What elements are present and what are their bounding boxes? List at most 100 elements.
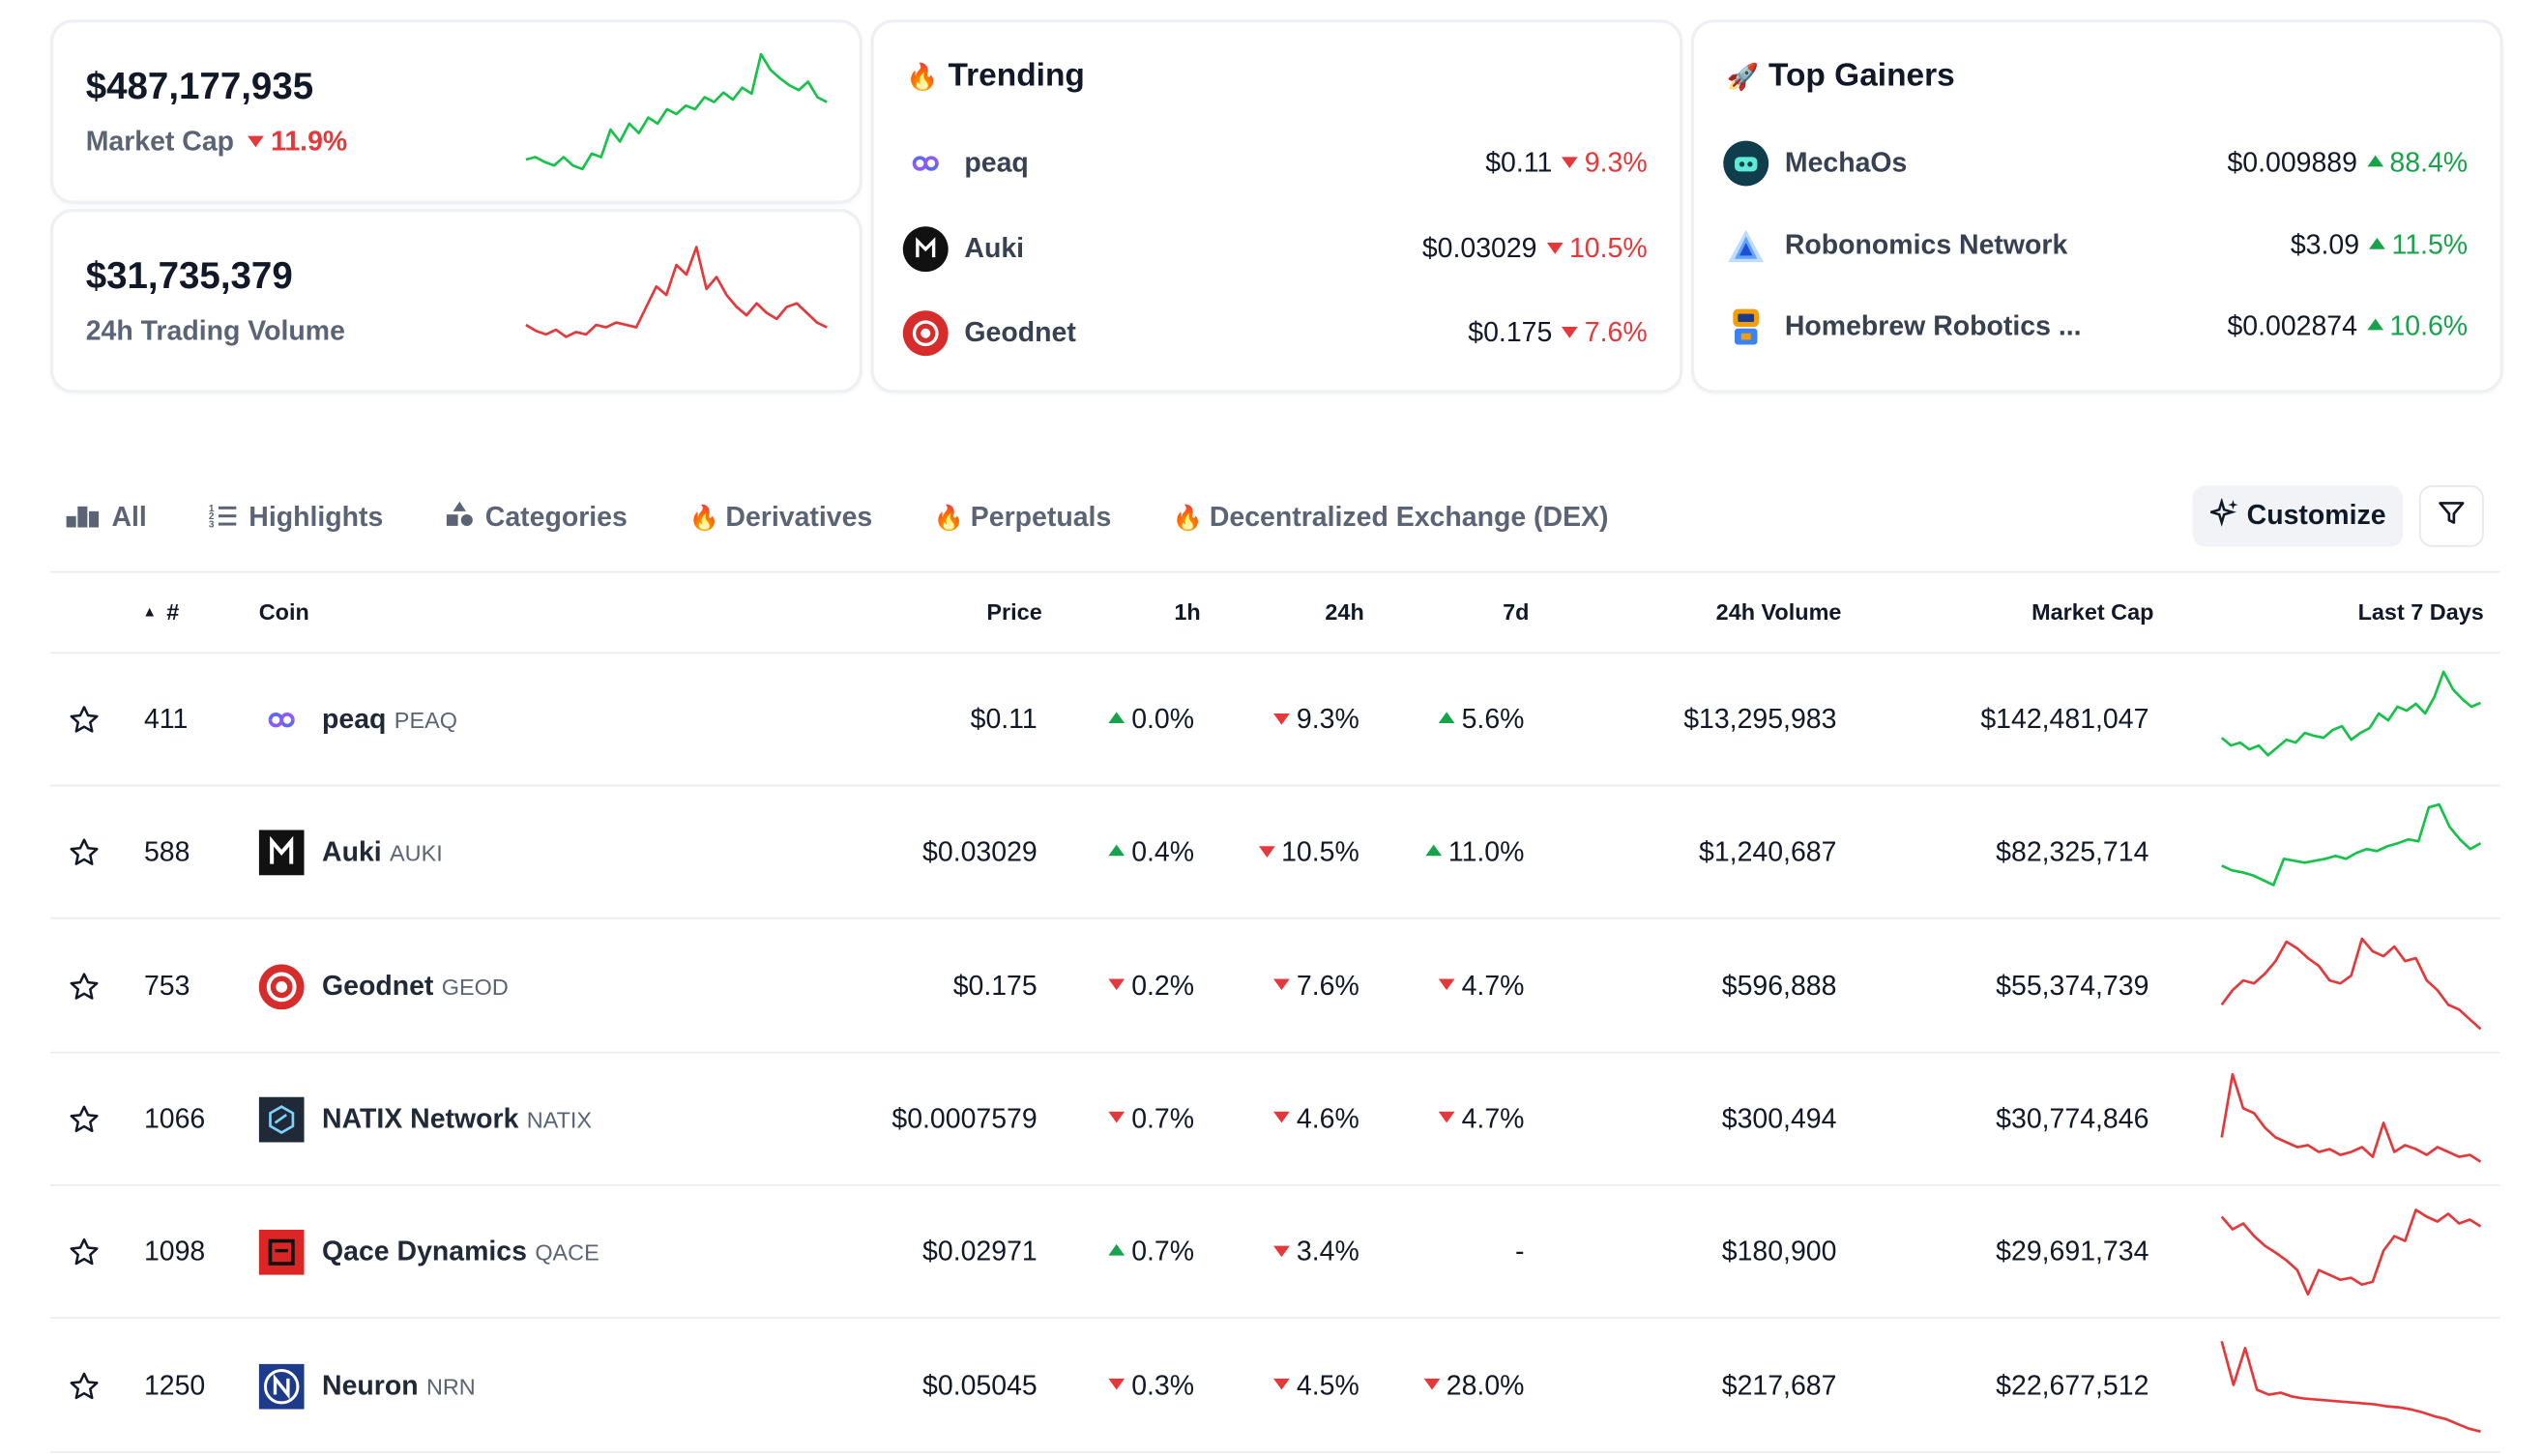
sparkline-path bbox=[525, 52, 828, 171]
favorite-star-icon[interactable] bbox=[68, 1186, 100, 1319]
rank: 411 bbox=[143, 703, 189, 735]
header-1h[interactable]: 1h bbox=[1174, 598, 1201, 625]
sort-asc-icon: ▲ bbox=[142, 603, 158, 620]
coin-cell[interactable]: Qace Dynamics QACE bbox=[258, 1186, 599, 1319]
down-arrow-icon bbox=[1546, 243, 1564, 254]
favorite-star-icon[interactable] bbox=[68, 787, 100, 919]
change-7d: - bbox=[1514, 1236, 1525, 1267]
sparkline-path bbox=[2220, 1072, 2482, 1163]
header-7d[interactable]: 7d bbox=[1503, 598, 1530, 625]
tab-all[interactable]: All bbox=[65, 502, 147, 534]
change-24h: 10.5% bbox=[1258, 787, 1359, 919]
down-arrow-icon bbox=[1423, 1378, 1441, 1390]
coin-name: Geodnet bbox=[322, 970, 434, 1002]
rank: 1066 bbox=[143, 1103, 206, 1134]
trending-title: 🔥 Trending bbox=[906, 58, 1085, 95]
header-rank[interactable]: ▲ # bbox=[142, 598, 180, 625]
filter-button[interactable] bbox=[2418, 485, 2484, 547]
favorite-star-icon[interactable] bbox=[68, 1320, 100, 1452]
table-row[interactable]: 411 peaq PEAQ $0.11 0.0% 9.3% 5.6% $13,295,983 $… bbox=[49, 654, 2500, 787]
top-gainers-title: 🚀 Top Gainers bbox=[1726, 58, 1955, 95]
volume-value: $31,735,379 bbox=[85, 253, 293, 297]
sparkline-7d bbox=[2220, 1072, 2482, 1163]
tab-categories[interactable]: Categories bbox=[445, 501, 628, 534]
gainer-item-change: 88.4% bbox=[2366, 147, 2468, 179]
favorite-star-icon[interactable] bbox=[68, 1053, 100, 1185]
gainer-item[interactable]: MechaOs $0.009889 88.4% bbox=[1723, 136, 2468, 191]
down-arrow-icon bbox=[1273, 713, 1291, 724]
volume-card[interactable]: $31,735,379 24h Trading Volume bbox=[49, 208, 862, 393]
header-price[interactable]: Price bbox=[986, 598, 1042, 625]
change-1h: 0.3% bbox=[1108, 1320, 1194, 1452]
tab-derivatives[interactable]: 🔥 Derivatives bbox=[688, 501, 873, 533]
coin-symbol: GEOD bbox=[441, 973, 509, 1000]
sparkline-path bbox=[2220, 1340, 2481, 1433]
up-arrow-icon bbox=[1108, 711, 1125, 723]
trending-item-price: $0.11 bbox=[1485, 147, 1553, 179]
market-cap: $22,677,512 bbox=[1996, 1369, 2149, 1401]
change-24h: 7.6% bbox=[1273, 920, 1359, 1053]
coin-cell[interactable]: Neuron NRN bbox=[258, 1320, 476, 1452]
up-arrow-icon bbox=[2369, 238, 2385, 249]
favorite-star-icon[interactable] bbox=[68, 654, 100, 786]
sparkline-path bbox=[2220, 936, 2482, 1030]
fire-icon: 🔥 bbox=[1172, 505, 1204, 533]
price: $0.03029 bbox=[922, 836, 1038, 868]
market-cap: $55,374,739 bbox=[1996, 970, 2149, 1002]
table-row[interactable]: 588 Auki AUKI $0.03029 0.4% 10.5% 11.0% $1,240,… bbox=[49, 787, 2500, 920]
down-arrow-icon bbox=[1108, 1378, 1125, 1390]
market-cap: $29,691,734 bbox=[1996, 1236, 2149, 1267]
header-24h[interactable]: 24h bbox=[1325, 598, 1364, 625]
trending-item-change: 7.6% bbox=[1562, 317, 1648, 349]
gainer-item-price: $0.002874 bbox=[2227, 310, 2357, 342]
sparkline-path bbox=[525, 246, 828, 338]
favorite-star-icon[interactable] bbox=[68, 920, 100, 1053]
down-arrow-icon bbox=[1273, 978, 1291, 991]
trending-item[interactable]: peaq $0.11 9.3% bbox=[903, 136, 1648, 191]
gainer-item[interactable]: Homebrew Robotics ... $0.002874 10.6% bbox=[1723, 300, 2468, 355]
gainer-item-name: MechaOs bbox=[1784, 147, 1908, 179]
header-market-cap[interactable]: Market Cap bbox=[2031, 598, 2154, 625]
shapes-icon bbox=[445, 501, 474, 534]
change-7d: 11.0% bbox=[1425, 787, 1524, 919]
table-row[interactable]: 1098 Qace Dynamics QACE $0.02971 0.7% 3.4% - $1… bbox=[49, 1186, 2500, 1320]
trending-item[interactable]: Geodnet $0.175 7.6% bbox=[902, 306, 1648, 361]
header-volume[interactable]: 24h Volume bbox=[1715, 598, 1842, 625]
tab-perpetuals[interactable]: 🔥 Perpetuals bbox=[933, 501, 1112, 533]
filter-icon bbox=[2437, 498, 2466, 535]
coin-cell[interactable]: Geodnet GEOD bbox=[258, 920, 509, 1053]
market-cap: $30,774,846 bbox=[1996, 1103, 2149, 1134]
table-row[interactable]: 1066 NATIX Network NATIX $0.0007579 0.7% 4.6%… bbox=[49, 1053, 2500, 1186]
gainer-item-price: $3.09 bbox=[2290, 229, 2360, 261]
down-arrow-icon bbox=[1108, 1112, 1125, 1124]
down-arrow-icon bbox=[1562, 157, 1579, 169]
gainer-item[interactable]: Robonomics Network $3.09 11.5% bbox=[1723, 218, 2468, 274]
market-cap-card[interactable]: $487,177,935 Market Cap 11.9% bbox=[49, 19, 862, 204]
coin-cell[interactable]: NATIX Network NATIX bbox=[258, 1053, 593, 1185]
auki-logo-icon bbox=[902, 226, 949, 273]
price: $0.02971 bbox=[922, 1236, 1038, 1267]
change-7d: 5.6% bbox=[1439, 654, 1524, 786]
divider bbox=[49, 1317, 2500, 1320]
coin-cell[interactable]: peaq PEAQ bbox=[259, 654, 457, 786]
coin-cell[interactable]: Auki AUKI bbox=[258, 787, 443, 919]
header-coin[interactable]: Coin bbox=[258, 598, 309, 625]
tab-dex[interactable]: 🔥 Decentralized Exchange (DEX) bbox=[1172, 501, 1609, 533]
price: $0.11 bbox=[970, 703, 1038, 735]
coin-symbol: NATIX bbox=[526, 1106, 593, 1133]
volume-24h: $180,900 bbox=[1721, 1236, 1837, 1267]
coin-name: Auki bbox=[322, 836, 382, 868]
neuron-logo-icon bbox=[258, 1362, 305, 1409]
trending-item[interactable]: Auki $0.03029 10.5% bbox=[902, 221, 1648, 277]
table-row[interactable]: 753 Geodnet GEOD $0.175 0.2% 7.6% 4.7% $596,888… bbox=[49, 920, 2500, 1053]
market-cap-change: 11.9% bbox=[248, 127, 347, 157]
sparkline-7d bbox=[2220, 936, 2482, 1030]
coin-name: NATIX Network bbox=[322, 1103, 519, 1134]
customize-button[interactable]: Customize bbox=[2192, 485, 2404, 547]
peaq-logo-icon bbox=[903, 141, 949, 187]
volume-24h: $596,888 bbox=[1721, 970, 1837, 1002]
change-24h: 4.5% bbox=[1273, 1320, 1359, 1452]
table-row[interactable]: 1250 Neuron NRN $0.05045 0.3% 4.5% 28.0% $217,6… bbox=[49, 1320, 2500, 1452]
sparkline-7d bbox=[2220, 1340, 2481, 1433]
